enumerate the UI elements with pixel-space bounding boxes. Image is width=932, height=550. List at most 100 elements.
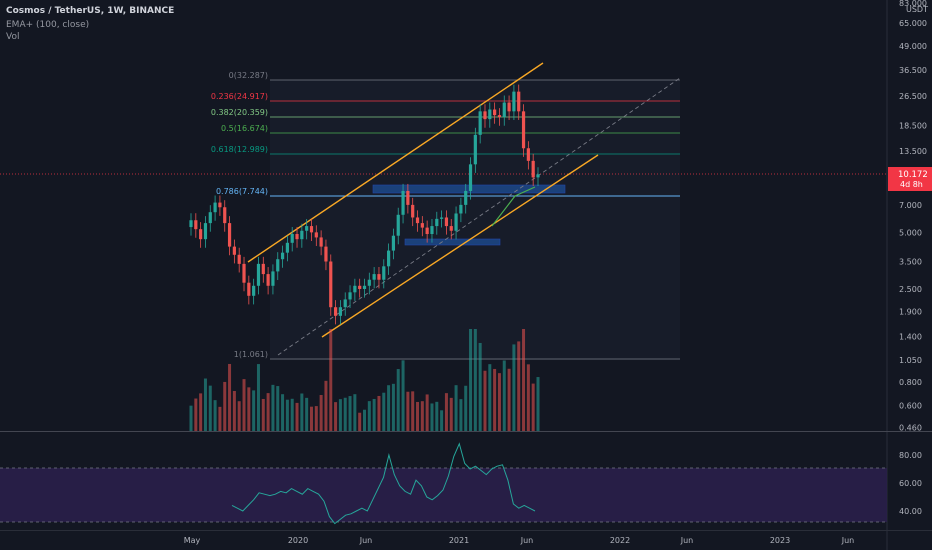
candle-body (348, 292, 352, 300)
candle-body (401, 190, 405, 215)
volume-series (189, 329, 540, 431)
volume-bar (242, 379, 246, 431)
volume-bar (256, 364, 260, 431)
current-price-tag (888, 167, 932, 191)
price-tick-label: 65.000 (899, 19, 927, 28)
candle-body (497, 115, 502, 118)
volume-bar (396, 369, 400, 431)
candlestick-series[interactable] (189, 84, 540, 325)
fib-label-0: 0(32.287) (229, 71, 268, 80)
candle-body (199, 229, 203, 240)
volume-bar (497, 373, 501, 431)
candle-body (521, 111, 526, 149)
candle-body (237, 254, 241, 264)
volume-bar (507, 368, 511, 431)
candle-body (377, 274, 381, 280)
time-tick-label: 2021 (449, 536, 469, 545)
volume-bar (464, 385, 468, 431)
ema-indicator-label[interactable]: EMA+ (100, close) (6, 20, 90, 30)
volume-bar (295, 402, 299, 431)
volume-bar (483, 370, 487, 431)
rsi-line[interactable] (231, 442, 536, 525)
rsi-tick-label: 80.00 (899, 451, 922, 460)
volume-bar (300, 393, 304, 431)
volume-bar (261, 398, 265, 431)
candle-body (507, 102, 511, 112)
candle-body (218, 202, 222, 208)
candle-body (300, 230, 304, 240)
projection-arrow[interactable] (491, 186, 536, 227)
candle-body (333, 307, 338, 316)
candle-body (430, 226, 434, 235)
volume-bar (208, 385, 212, 431)
time-tick-label: Jun (359, 536, 373, 545)
volume-bar (281, 394, 285, 431)
volume-bar (517, 341, 521, 431)
candle-body (203, 223, 208, 240)
price-tick-label: 13.500 (899, 147, 927, 156)
volume-bar (324, 380, 328, 431)
volume-bar (420, 401, 424, 431)
volume-bar (189, 405, 193, 431)
candle-body (290, 234, 294, 243)
time-tick-label: 2022 (610, 536, 630, 545)
volume-indicator-label[interactable]: Vol (6, 32, 20, 42)
price-tick-label: 1.900 (899, 307, 922, 316)
candle-body (242, 263, 246, 283)
candle-body (502, 102, 506, 118)
volume-bar (493, 368, 497, 431)
volume-bar (401, 360, 405, 431)
candle-body (252, 285, 256, 296)
candle-body (440, 217, 444, 219)
candle-body (285, 242, 289, 253)
volume-bar (372, 398, 376, 431)
candle-body (266, 274, 270, 286)
candle-body (531, 160, 535, 178)
volume-bar (425, 394, 429, 431)
volume-bar (430, 403, 434, 431)
volume-bar (314, 406, 318, 431)
volume-bar (363, 409, 366, 431)
price-tick-label: 26.500 (899, 92, 927, 101)
ema-dashed-trendline[interactable] (277, 77, 681, 356)
candle-body (309, 226, 314, 233)
candle-body (232, 246, 236, 255)
rsi-tick-label: 60.00 (899, 479, 922, 488)
symbol-title[interactable]: Cosmos / TetherUS, 1W, BINANCE (6, 6, 175, 16)
volume-bar (276, 386, 280, 431)
volume-bar (252, 390, 256, 431)
price-tick-label: 5.000 (899, 228, 922, 237)
volume-bar (502, 360, 506, 431)
volume-bar (319, 395, 323, 431)
current-price-value: 10.172 (898, 170, 928, 180)
fib-label-05: 0.5(16.674) (221, 124, 268, 133)
candle-body (189, 220, 193, 228)
fib-label-0786: 0.786(7.744) (216, 187, 268, 196)
time-axis[interactable]: May 2020 Jun 2021 Jun 2022 Jun 2023 Jun (184, 536, 855, 545)
candle-body (512, 91, 516, 112)
candle-body (305, 226, 309, 231)
volume-bar (416, 401, 420, 431)
volume-bar (473, 329, 477, 431)
candle-body (396, 214, 400, 236)
volume-bar (223, 381, 227, 431)
candle-body (324, 246, 328, 262)
channel-lower-line[interactable] (321, 154, 599, 338)
candle-body (493, 109, 497, 116)
volume-bar (199, 393, 203, 431)
candle-body (391, 235, 396, 251)
candle-body (415, 217, 420, 224)
volume-bar (531, 383, 535, 431)
candle-body (425, 227, 429, 235)
price-tick-label: 1.050 (899, 356, 922, 365)
volume-bar (358, 412, 362, 431)
volume-bar (522, 329, 526, 431)
rsi-axis[interactable]: 80.00 60.00 40.00 (899, 451, 922, 516)
volume-bar (377, 395, 381, 431)
fib-label-0618: 0.618(12.989) (211, 145, 268, 154)
volume-bar (334, 402, 338, 431)
volume-bar (440, 410, 444, 431)
support-zone-lower[interactable] (404, 238, 501, 246)
